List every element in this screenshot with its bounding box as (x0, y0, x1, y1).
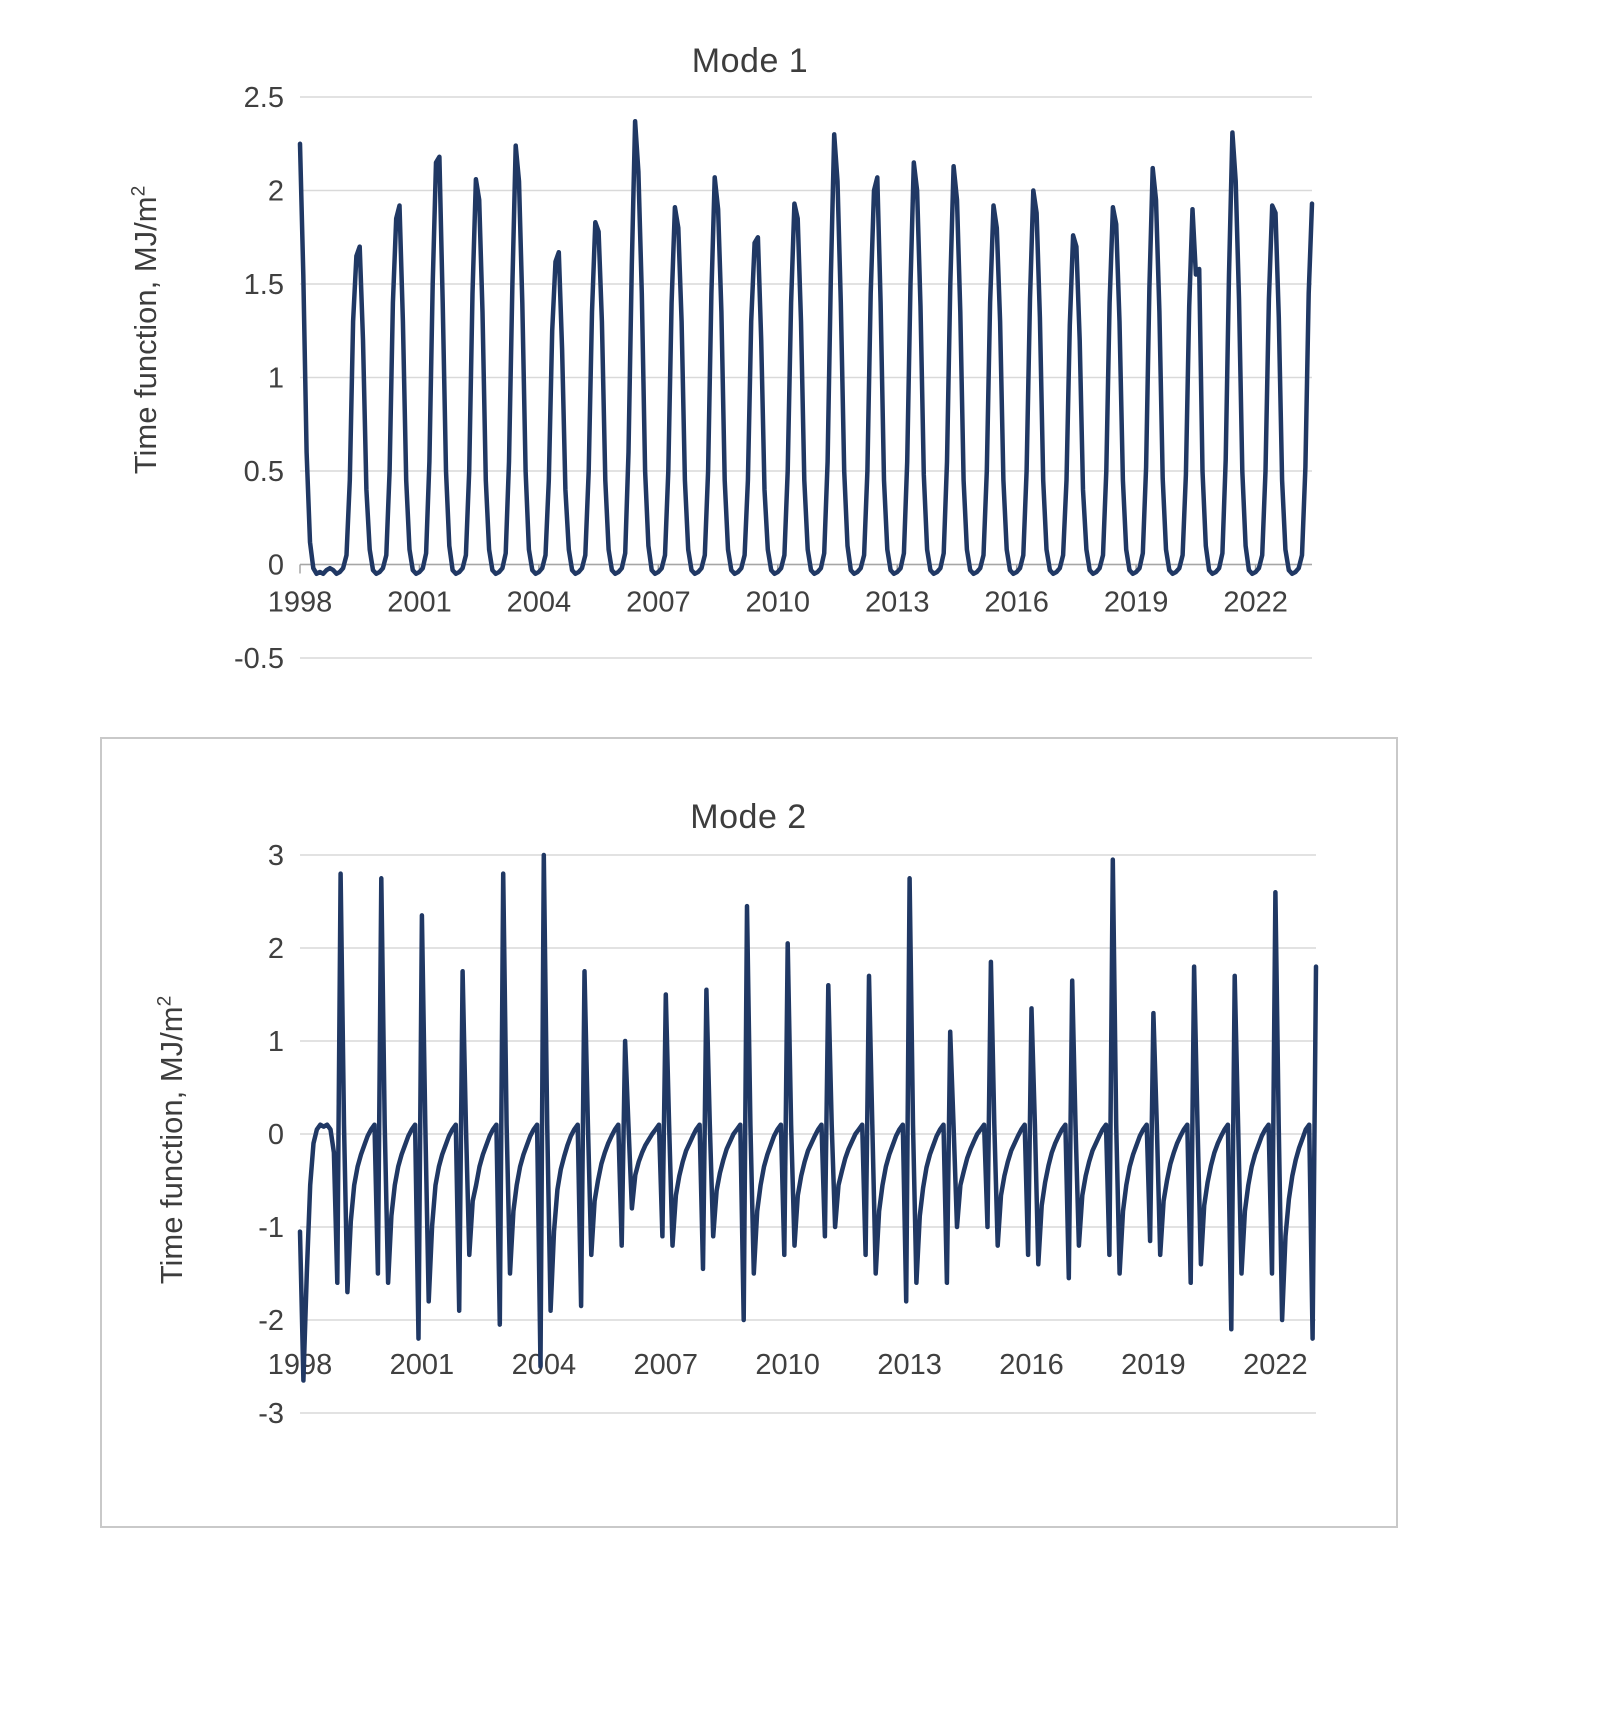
mode2-plot-area: 3 2 1 0 -1 -2 -3 1998 2001 2004 2007 2010 2013 2016 20… (258, 840, 1319, 1430)
x-tick-label: 2004 (512, 1349, 577, 1381)
y-tick-label: 2.5 (244, 82, 284, 114)
y-tick-label: 1 (268, 1026, 284, 1058)
x-tick-label: 2013 (877, 1349, 942, 1381)
y-tick-label: -2 (258, 1305, 284, 1337)
y-tick-label: 1.5 (244, 269, 284, 301)
x-tick-label: 2019 (1104, 586, 1169, 618)
x-tick-label: 2016 (999, 1349, 1064, 1381)
x-tick-label: 2010 (755, 1349, 820, 1381)
y-tick-label: 3 (268, 840, 284, 872)
x-tick-label: 2007 (626, 586, 691, 618)
x-tick-label: 2022 (1243, 1349, 1308, 1381)
x-tick-label: 2001 (387, 586, 452, 618)
y-tick-label: -1 (258, 1212, 284, 1244)
time-series-line (297, 852, 1319, 1383)
x-tick-label: 2019 (1121, 1349, 1186, 1381)
x-tick-label: 2010 (746, 586, 811, 618)
x-tick-label: 1998 (268, 586, 333, 618)
y-tick-label: -0.5 (234, 643, 284, 675)
y-tick-label: 1 (268, 363, 284, 395)
x-tick-label: 2016 (984, 586, 1049, 618)
y-tick-label: 0 (268, 1119, 284, 1151)
x-tick-label: 2004 (507, 586, 572, 618)
x-tick-label: 1998 (268, 1349, 333, 1381)
y-tick-label: 2 (268, 933, 284, 965)
x-tick-label: 2001 (390, 1349, 455, 1381)
x-tick-label: 2007 (634, 1349, 699, 1381)
x-tick-label: 2013 (865, 586, 930, 618)
mode2-title: Mode 2 (690, 798, 807, 837)
mode1-title: Mode 1 (691, 42, 809, 81)
y-tick-label: 0 (268, 550, 284, 582)
time-series-line (297, 119, 1315, 577)
y-tick-label: 2 (268, 176, 284, 208)
y-tick-label: 0.5 (244, 456, 284, 488)
x-tick-label: 2022 (1223, 586, 1288, 618)
mode1-plot-area: 2.5 2 1.5 1 0.5 0 -0.5 1998 2001 2004 2007 2010 2013… (234, 82, 1315, 675)
y-tick-label: -3 (258, 1398, 284, 1430)
